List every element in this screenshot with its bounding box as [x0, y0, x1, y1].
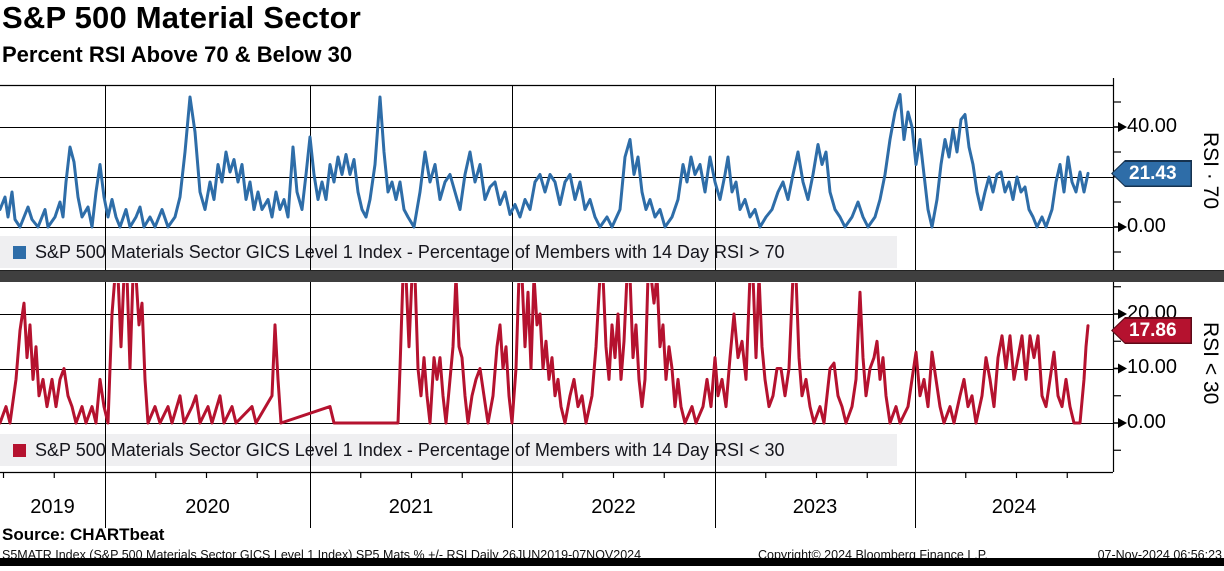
source-label: Source: CHARTbeat — [2, 525, 165, 544]
top-axis-tick-label-0: 0.00 — [1127, 215, 1166, 237]
legend-band-bottom — [0, 434, 897, 466]
page-subtitle: Percent RSI Above 70 & Below 30 — [2, 42, 353, 67]
legend-top[interactable]: S&P 500 Materials Sector GICS Level 1 In… — [0, 236, 897, 268]
legend-top-label: S&P 500 Materials Sector GICS Level 1 In… — [35, 241, 785, 262]
bottom-axis-tick-label-0: 0.00 — [1127, 411, 1166, 433]
bottom-black-bar — [0, 558, 1224, 566]
panel-separator-bar[interactable] — [0, 270, 1224, 282]
pct-members-rsi-above-70-line — [0, 93, 1090, 229]
last-value-badge-rsi-above-70[interactable]: 21.43 — [1111, 160, 1192, 187]
legend-bottom-label: S&P 500 Materials Sector GICS Level 1 In… — [35, 439, 785, 460]
legend-band-top — [0, 236, 897, 268]
bottom-axis-tick-label-10: 10.00 — [1127, 356, 1178, 378]
page-title: S&P 500 Material Sector — [2, 0, 361, 35]
badge-fill — [1112, 161, 1191, 186]
badge-fill — [1112, 318, 1191, 343]
red-series-legend-marker — [13, 443, 26, 457]
blue-series-legend-marker — [13, 245, 26, 259]
top-axis-tick-label-40: 40.00 — [1127, 115, 1178, 137]
legend-bottom[interactable]: S&P 500 Materials Sector GICS Level 1 In… — [0, 434, 897, 466]
last-value-bottom: 17.86 — [1129, 320, 1177, 341]
last-value-badge-rsi-below-30[interactable]: 17.86 — [1111, 317, 1192, 344]
pct-members-rsi-below-30-grid — [0, 286, 1127, 474]
x-axis-minor-ticks — [2, 472, 1068, 478]
top-panel-axis-title: RSI · 70 — [1199, 132, 1222, 210]
pct-members-rsi-above-70-grid — [0, 84, 1127, 253]
last-value-top: 21.43 — [1129, 163, 1177, 184]
pct-members-rsi-below-30-line — [0, 283, 1090, 425]
bottom-panel-axis-title: RSI < 30 — [1199, 322, 1222, 405]
